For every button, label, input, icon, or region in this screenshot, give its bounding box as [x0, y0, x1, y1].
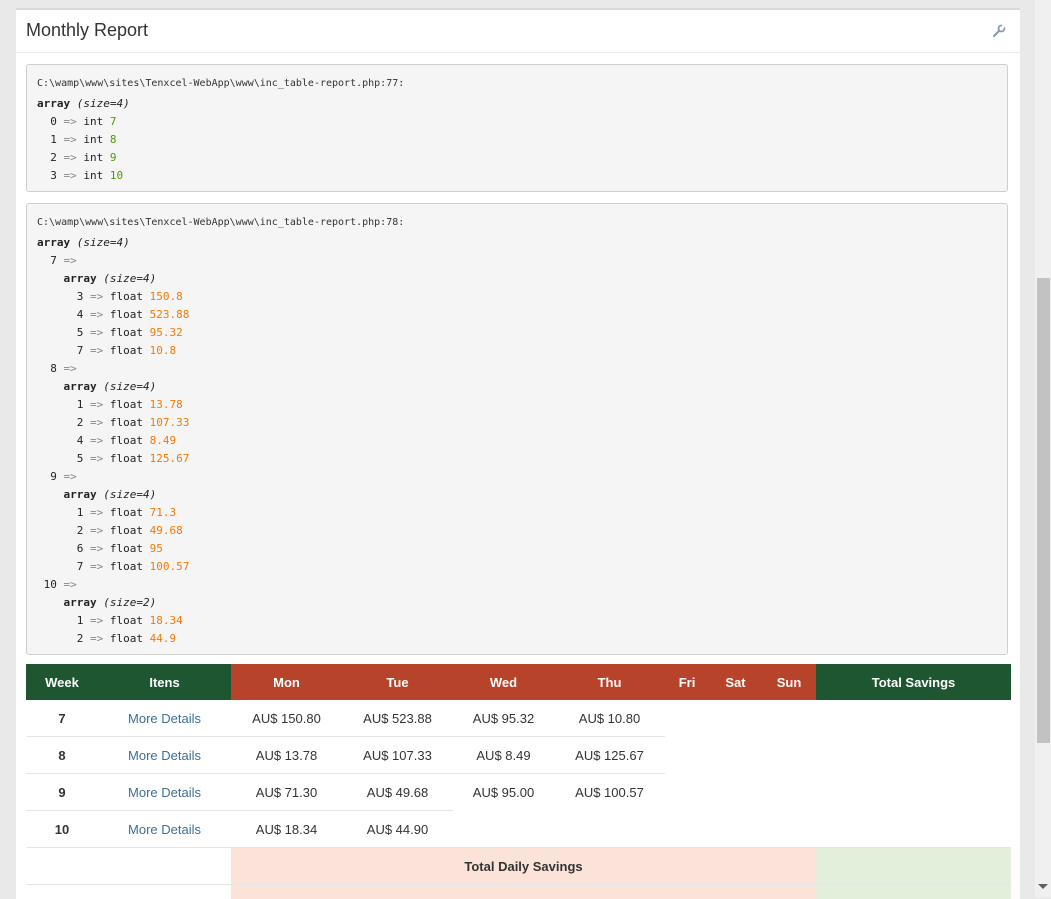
wrench-icon[interactable]: [992, 24, 1006, 38]
dump-array-line: array (size=4): [37, 270, 997, 288]
report-table: Week Itens Mon Tue Wed Thu Fri Sat Sun T…: [26, 664, 1011, 899]
total-daily-savings-label: Total Daily Savings: [231, 848, 816, 885]
dump-item: 4 => float 523.88: [37, 306, 997, 324]
dump-item: 0 => int 7: [37, 113, 997, 131]
thu-cell: AU$ 100.57: [554, 774, 665, 811]
dump-array-line: array (size=4): [37, 378, 997, 396]
table-row: 9 More Details AU$ 71.30 AU$ 49.68 AU$ 9…: [26, 774, 1011, 811]
week-cell: 8: [26, 737, 98, 774]
dump-item: 5 => float 95.32: [37, 324, 997, 342]
more-details-link[interactable]: More Details: [98, 774, 231, 811]
wed-cell: [453, 811, 554, 848]
dump-array-line: array (size=4): [37, 486, 997, 504]
dump-item: 3 => float 150.8: [37, 288, 997, 306]
total-cell: [816, 774, 1011, 811]
dump-file-path: C:\wamp\www\sites\Tenxcel-WebApp\www\inc…: [37, 216, 997, 230]
header-mon: Mon: [231, 664, 342, 700]
thu-cell: AU$ 125.67: [554, 737, 665, 774]
sat-cell: [709, 774, 762, 811]
sun-cell: [762, 811, 816, 848]
dump-item: 6 => float 95: [37, 540, 997, 558]
dump-item: 7 => float 100.57: [37, 558, 997, 576]
tue-cell: AU$ 49.68: [342, 774, 453, 811]
fri-cell: [665, 737, 709, 774]
header-itens: Itens: [98, 664, 231, 700]
dump-item: 2 => float 44.9: [37, 630, 997, 648]
thu-cell: [554, 811, 665, 848]
table-row: 7 More Details AU$ 150.80 AU$ 523.88 AU$…: [26, 700, 1011, 737]
sat-cell: [709, 700, 762, 737]
table-row: 10 More Details AU$ 18.34 AU$ 44.90: [26, 811, 1011, 848]
table-row: 8 More Details AU$ 13.78 AU$ 107.33 AU$ …: [26, 737, 1011, 774]
week-cell: 10: [26, 811, 98, 848]
dump-item: 4 => float 8.49: [37, 432, 997, 450]
header-total-savings: Total Savings: [816, 664, 1011, 700]
var-dump-savings: C:\wamp\www\sites\Tenxcel-WebApp\www\inc…: [26, 203, 1008, 655]
mon-cell: AU$ 13.78: [231, 737, 342, 774]
dump-item: 5 => float 125.67: [37, 450, 997, 468]
dump-group-key: 8 =>: [37, 360, 997, 378]
wed-cell: AU$ 95.00: [453, 774, 554, 811]
mon-cell: AU$ 150.80: [231, 700, 342, 737]
scroll-down-arrow-icon[interactable]: [1038, 884, 1048, 889]
dump-group-key: 10 =>: [37, 576, 997, 594]
scrollbar-thumb[interactable]: [1037, 278, 1050, 743]
sun-cell: [762, 737, 816, 774]
header-sun: Sun: [762, 664, 816, 700]
dump-item: 3 => int 10: [37, 167, 997, 185]
dump-item: 1 => float 18.34: [37, 612, 997, 630]
total-cell: [816, 811, 1011, 848]
wed-cell: AU$ 95.32: [453, 700, 554, 737]
dump-item: 1 => float 71.3: [37, 504, 997, 522]
header-week: Week: [26, 664, 98, 700]
page-title: Monthly Report: [26, 20, 148, 41]
header-thu: Thu: [554, 664, 665, 700]
week-cell: 9: [26, 774, 98, 811]
tue-cell: AU$ 107.33: [342, 737, 453, 774]
total-daily-row: Total Daily Savings: [26, 848, 1011, 885]
header-fri: Fri: [665, 664, 709, 700]
dump-item: 2 => float 107.33: [37, 414, 997, 432]
dump-group-key: 7 =>: [37, 252, 997, 270]
thu-cell: AU$ 10.80: [554, 700, 665, 737]
dump-array-line: array (size=4): [37, 234, 997, 252]
total-daily-savings-value: [816, 848, 1011, 885]
total-cell: [816, 700, 1011, 737]
sat-cell: [709, 811, 762, 848]
more-details-link[interactable]: More Details: [98, 811, 231, 848]
mon-cell: AU$ 71.30: [231, 774, 342, 811]
dump-item: 2 => float 49.68: [37, 522, 997, 540]
fri-cell: [665, 811, 709, 848]
fri-cell: [665, 774, 709, 811]
tue-cell: AU$ 523.88: [342, 700, 453, 737]
dump-group-key: 9 =>: [37, 468, 997, 486]
sat-cell: [709, 737, 762, 774]
table-header-row: Week Itens Mon Tue Wed Thu Fri Sat Sun T…: [26, 664, 1011, 700]
var-dump-weeks: C:\wamp\www\sites\Tenxcel-WebApp\www\inc…: [26, 64, 1008, 192]
sun-cell: [762, 700, 816, 737]
dump-item: 1 => float 13.78: [37, 396, 997, 414]
header-wed: Wed: [453, 664, 554, 700]
header-sat: Sat: [709, 664, 762, 700]
tue-cell: AU$ 44.90: [342, 811, 453, 848]
mon-cell: AU$ 18.34: [231, 811, 342, 848]
report-panel: Monthly Report C:\wamp\www\sites\Tenxcel…: [16, 8, 1020, 899]
week-cell: 7: [26, 700, 98, 737]
panel-header: Monthly Report: [16, 10, 1020, 53]
total-daily-spacer: [26, 848, 231, 885]
fri-cell: [665, 700, 709, 737]
dump-file-path: C:\wamp\www\sites\Tenxcel-WebApp\www\inc…: [37, 77, 997, 91]
header-tue: Tue: [342, 664, 453, 700]
wed-cell: AU$ 8.49: [453, 737, 554, 774]
dump-item: 7 => float 10.8: [37, 342, 997, 360]
dump-array-line: array (size=4): [37, 95, 997, 113]
total-cell: [816, 737, 1011, 774]
more-details-link[interactable]: More Details: [98, 737, 231, 774]
page-scrollbar[interactable]: [1035, 0, 1051, 897]
dump-item: 2 => int 9: [37, 149, 997, 167]
sun-cell: [762, 774, 816, 811]
dump-array-line: array (size=2): [37, 594, 997, 612]
dump-item: 1 => int 8: [37, 131, 997, 149]
more-details-link[interactable]: More Details: [98, 700, 231, 737]
